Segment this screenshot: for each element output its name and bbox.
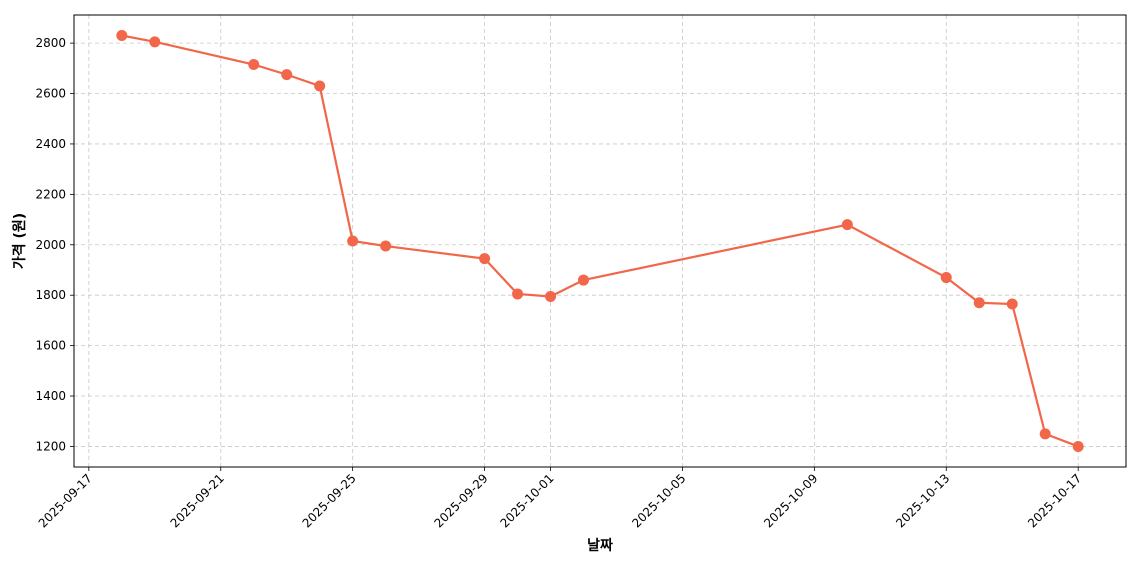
marker xyxy=(1072,440,1084,452)
marker xyxy=(314,80,326,92)
x-tick-label: 2025-09-29 xyxy=(431,471,490,530)
marker xyxy=(973,297,985,309)
x-tick-label: 2025-10-13 xyxy=(893,471,952,530)
marker xyxy=(149,36,161,48)
x-tick-label: 2025-10-17 xyxy=(1025,471,1084,530)
y-tick-label: 2600 xyxy=(35,87,66,101)
marker xyxy=(347,235,359,247)
x-tick-label: 2025-10-05 xyxy=(629,471,688,530)
marker xyxy=(841,219,853,231)
marker xyxy=(1006,298,1018,310)
y-axis-label: 가격 (원) xyxy=(11,213,28,269)
x-tick-label: 2025-10-01 xyxy=(497,471,556,530)
marker xyxy=(116,30,128,42)
y-tick-label: 1400 xyxy=(35,389,66,403)
x-axis-label: 날짜 xyxy=(587,538,613,554)
y-tick-label: 2800 xyxy=(35,36,66,50)
marker xyxy=(380,240,392,252)
marker xyxy=(1039,428,1051,440)
marker xyxy=(578,274,590,286)
x-tick-label: 2025-09-21 xyxy=(168,471,227,530)
x-tick-label: 2025-10-09 xyxy=(761,471,820,530)
y-tick-label: 2200 xyxy=(35,187,66,201)
line xyxy=(121,34,1079,448)
y-tick-label: 2000 xyxy=(35,238,66,252)
y-tick-label: 1200 xyxy=(35,439,66,453)
marker xyxy=(512,288,524,300)
marker xyxy=(940,272,952,284)
x-tick-label: 2025-09-25 xyxy=(300,471,359,530)
y-tick-label: 2400 xyxy=(35,137,66,151)
plot-frame xyxy=(73,14,1127,468)
y-tick-label: 1600 xyxy=(35,339,66,353)
marker xyxy=(281,69,293,81)
y-tick-label: 1800 xyxy=(35,288,66,302)
x-tick-label: 2025-09-17 xyxy=(36,471,95,530)
marker xyxy=(248,59,260,71)
marker xyxy=(479,253,491,265)
marker xyxy=(545,290,557,302)
